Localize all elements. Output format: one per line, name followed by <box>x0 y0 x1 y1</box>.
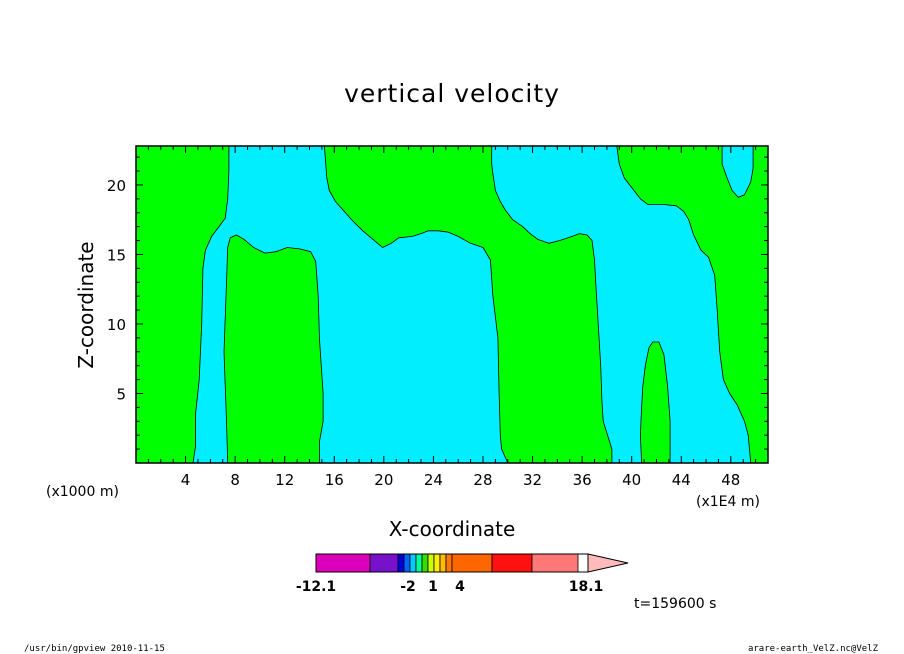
contour-regions <box>135 145 769 464</box>
colorbar-cells <box>315 553 579 573</box>
x-tick-label: 20 <box>374 471 393 489</box>
x-tick-label: 32 <box>523 471 542 489</box>
colorbar-label-a: -2 <box>400 579 416 595</box>
colorbar-cell <box>397 553 405 573</box>
x-axis-ticks: 4 8 12 16 20 24 28 32 36 40 44 48 <box>147 146 757 489</box>
colorbar-cell <box>369 553 399 573</box>
footer-left: /usr/bin/gpview 2010-11-15 <box>24 644 165 654</box>
colorbar-cell <box>315 553 371 573</box>
colorbar-cell <box>439 553 447 573</box>
y-tick-label: 15 <box>107 246 126 264</box>
region-green-tongue <box>223 234 324 464</box>
colorbar-cell <box>409 553 417 573</box>
x-tick-label: 8 <box>230 471 240 489</box>
x-tick-label: 16 <box>325 471 344 489</box>
colorbar-cell <box>451 553 493 573</box>
region-upper-right-green <box>616 145 769 464</box>
colorbar-cell <box>531 553 579 573</box>
colorbar-cell <box>433 553 441 573</box>
colorbar-cell <box>403 553 411 573</box>
y-axis-label: Z-coordinate <box>74 241 98 368</box>
colorbar-frame <box>315 553 589 573</box>
region-green-hump <box>640 341 671 464</box>
colorbar: -12.1 -2 1 4 18.1 <box>296 553 629 595</box>
x-tick-label: 40 <box>622 471 641 489</box>
y-tick-label: 20 <box>107 177 126 195</box>
time-label: t=159600 s <box>634 596 716 612</box>
y-tick-label: 10 <box>107 316 126 334</box>
x-tick-label: 4 <box>181 471 191 489</box>
colorbar-label-min: -12.1 <box>296 579 336 595</box>
x-axis-label: X-coordinate <box>389 517 516 541</box>
x-tick-label: 44 <box>672 471 691 489</box>
colorbar-cell <box>427 553 435 573</box>
colorbar-cell <box>415 553 423 573</box>
colorbar-label-max: 18.1 <box>569 579 604 595</box>
colorbar-label-c: 4 <box>455 579 465 595</box>
x-tick-label: 24 <box>424 471 443 489</box>
chart-title: vertical velocity <box>344 79 560 108</box>
footer-right: arare-earth_VelZ.nc@VelZ <box>748 644 879 654</box>
x-tick-label: 28 <box>473 471 492 489</box>
colorbar-cell <box>491 553 533 573</box>
colorbar-arrow <box>587 553 629 573</box>
x-tick-label: 48 <box>721 471 740 489</box>
plot-frame <box>135 145 769 464</box>
colorbar-cell <box>421 553 429 573</box>
colorbar-label-b: 1 <box>428 579 438 595</box>
colorbar-cell <box>445 553 453 573</box>
x-tick-label: 12 <box>275 471 294 489</box>
y-axis-ticks: 5 10 15 20 <box>107 156 768 450</box>
x-axis-unit-right: (x1E4 m) <box>696 494 760 510</box>
region-left-green <box>135 145 230 464</box>
y-tick-label: 5 <box>116 385 126 403</box>
x-axis-unit-left: (x1000 m) <box>46 484 119 500</box>
x-tick-label: 36 <box>573 471 592 489</box>
